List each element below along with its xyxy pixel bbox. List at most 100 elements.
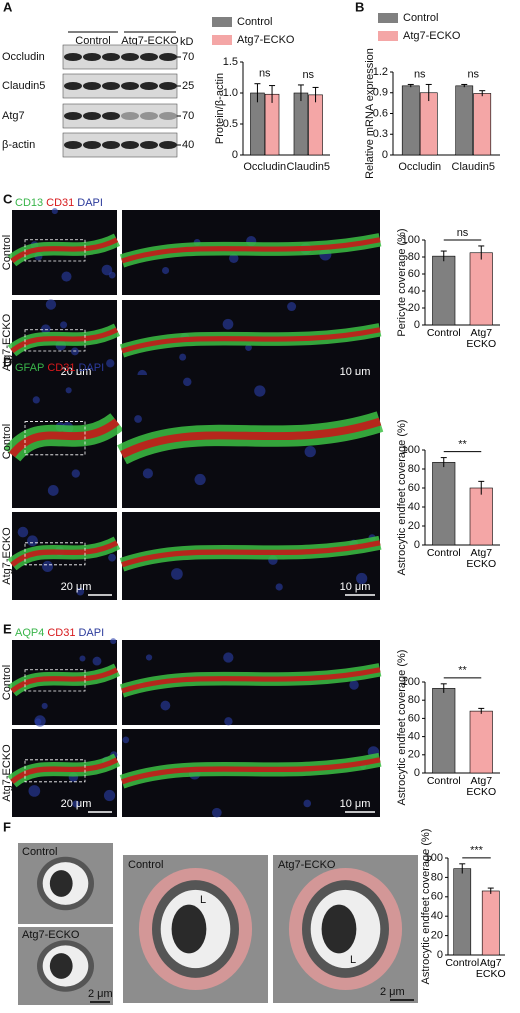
y-tick-label: 0 bbox=[414, 767, 420, 779]
y-tick-label: 60 bbox=[431, 891, 443, 903]
kd-label: 70 bbox=[182, 110, 194, 122]
x-tick-label-box: Atg7 ECKO bbox=[466, 328, 496, 350]
bar bbox=[432, 255, 456, 326]
stain-name: DAPI bbox=[78, 627, 104, 639]
x-tick-label: Occludin bbox=[243, 161, 286, 173]
panel-letter: C bbox=[3, 191, 13, 206]
y-tick-label: 40 bbox=[408, 285, 420, 297]
blot-band bbox=[159, 112, 177, 120]
x-tick-label: Claudin5 bbox=[452, 161, 495, 173]
nucleus bbox=[356, 572, 368, 585]
nucleus bbox=[160, 700, 171, 711]
group-label: Atg7-ECKO bbox=[121, 35, 179, 47]
x-tick-label-box: Atg7 ECKO bbox=[476, 958, 506, 980]
row-label: Control bbox=[1, 235, 13, 270]
stain-name: CD13 bbox=[15, 197, 43, 209]
vessel-red bbox=[121, 757, 381, 785]
stain-name: CD31 bbox=[47, 627, 75, 639]
nucleus bbox=[27, 535, 38, 547]
nucleus bbox=[34, 718, 42, 726]
blot-band bbox=[64, 82, 82, 90]
significance: ns bbox=[259, 68, 271, 80]
y-tick-label: 1.2 bbox=[373, 66, 388, 78]
y-tick-label: 20 bbox=[431, 930, 443, 942]
panel-letter: A bbox=[3, 0, 13, 14]
stain-name: GFAP bbox=[15, 362, 44, 374]
red-cell bbox=[49, 953, 73, 979]
nucleus bbox=[28, 785, 41, 797]
nucleus bbox=[229, 253, 239, 264]
significance: ns bbox=[302, 69, 314, 81]
kd-unit: kD bbox=[180, 36, 194, 48]
blot-band bbox=[140, 112, 158, 120]
y-tick-label: 0.5 bbox=[223, 118, 238, 130]
blot-band bbox=[64, 53, 82, 61]
roi-box bbox=[24, 669, 86, 692]
bar bbox=[419, 92, 438, 156]
vessel-red bbox=[121, 540, 381, 568]
nucleus bbox=[71, 469, 80, 478]
bar bbox=[432, 688, 456, 774]
roi-box bbox=[24, 421, 86, 456]
row-label: Atg7-ECKO bbox=[1, 744, 13, 802]
nucleus bbox=[41, 702, 48, 710]
y-tick-label: 20 bbox=[408, 520, 420, 532]
bar bbox=[455, 85, 474, 156]
nucleus bbox=[61, 271, 72, 282]
nucleus bbox=[17, 526, 29, 538]
stain-legend: AQP4 CD31 DAPI bbox=[15, 627, 104, 639]
stain-name: CD31 bbox=[47, 362, 75, 374]
roi-box bbox=[24, 239, 86, 262]
y-tick-label: 100 bbox=[402, 444, 420, 456]
lumen-label: L bbox=[200, 894, 206, 906]
nucleus bbox=[194, 473, 206, 486]
y-tick-label: 0 bbox=[414, 319, 420, 331]
nucleus bbox=[254, 385, 266, 397]
significance: ** bbox=[458, 665, 467, 677]
bar bbox=[293, 92, 309, 156]
blot-band bbox=[83, 82, 101, 90]
bar bbox=[469, 252, 493, 326]
blot-label: Atg7 bbox=[2, 110, 25, 122]
roi-box bbox=[24, 329, 86, 352]
nucleus bbox=[40, 324, 51, 334]
nucleus bbox=[108, 553, 116, 562]
y-tick-label: 100 bbox=[402, 676, 420, 688]
y-tick-label: 40 bbox=[431, 910, 443, 922]
x-tick-label: Control bbox=[445, 958, 480, 969]
stain-legend: CD13 CD31 DAPI bbox=[15, 197, 103, 209]
row-label: Control bbox=[1, 665, 13, 700]
em-label: Atg7-ECKO bbox=[22, 929, 80, 941]
scale-label: 10 μm bbox=[340, 798, 371, 810]
x-tick-label: Occludin bbox=[398, 161, 441, 173]
blot-band bbox=[140, 141, 158, 149]
stain-name: DAPI bbox=[77, 197, 103, 209]
bar bbox=[432, 462, 456, 546]
blot-band bbox=[83, 53, 101, 61]
x-tick-label-box: Atg7 ECKO bbox=[466, 548, 496, 570]
y-tick-label: 20 bbox=[408, 302, 420, 314]
vessel-red bbox=[120, 417, 382, 459]
blot-band bbox=[102, 112, 120, 120]
y-tick-label: 80 bbox=[408, 463, 420, 475]
nucleus bbox=[72, 800, 80, 808]
nucleus bbox=[65, 387, 72, 394]
blot-band bbox=[159, 141, 177, 149]
y-axis-label: Relative mRNA expression bbox=[364, 48, 376, 179]
nucleus bbox=[223, 652, 234, 663]
blot-band bbox=[64, 112, 82, 120]
y-tick-label: 80 bbox=[408, 251, 420, 263]
nucleus bbox=[349, 680, 359, 690]
y-tick-label: 1.0 bbox=[223, 87, 238, 99]
significance: ns bbox=[457, 227, 469, 239]
legend-swatch bbox=[212, 17, 232, 27]
x-tick-label-box: Control bbox=[427, 776, 461, 787]
y-tick-label: 0 bbox=[414, 539, 420, 551]
blot-band bbox=[159, 53, 177, 61]
y-axis-label: Protein/β-actin bbox=[214, 73, 226, 144]
blot-band bbox=[121, 141, 139, 149]
nucleus bbox=[110, 638, 117, 645]
y-tick-label: 40 bbox=[408, 501, 420, 513]
nucleus bbox=[42, 560, 54, 572]
nucleus bbox=[142, 468, 153, 479]
